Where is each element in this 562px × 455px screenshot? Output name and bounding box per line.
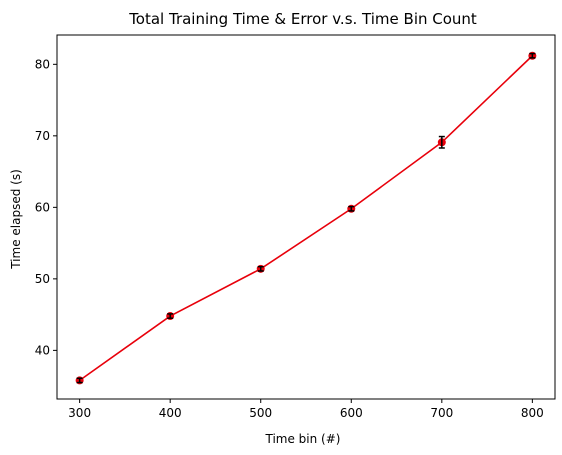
y-tick-label: 50 [35, 272, 50, 286]
x-axis-ticks: 300 400 500 600 700 800 [68, 399, 544, 420]
y-tick-label: 60 [35, 200, 50, 214]
y-axis-ticks: 40 50 60 70 80 [35, 57, 57, 357]
x-tick-label: 300 [68, 406, 91, 420]
y-axis-label: Time elapsed (s) [9, 169, 23, 270]
x-tick-label: 600 [340, 406, 363, 420]
y-tick-label: 80 [35, 57, 50, 71]
chart-title: Total Training Time & Error v.s. Time Bi… [128, 10, 477, 28]
plot-area [75, 51, 537, 385]
y-tick-label: 40 [35, 343, 50, 357]
x-tick-label: 400 [159, 406, 182, 420]
x-tick-label: 500 [249, 406, 272, 420]
series-line [79, 55, 533, 382]
x-tick-label: 700 [430, 406, 453, 420]
x-tick-label: 800 [521, 406, 544, 420]
plot-frame [56, 34, 556, 400]
x-axis-label: Time bin (#) [265, 432, 341, 446]
y-tick-label: 70 [35, 129, 50, 143]
